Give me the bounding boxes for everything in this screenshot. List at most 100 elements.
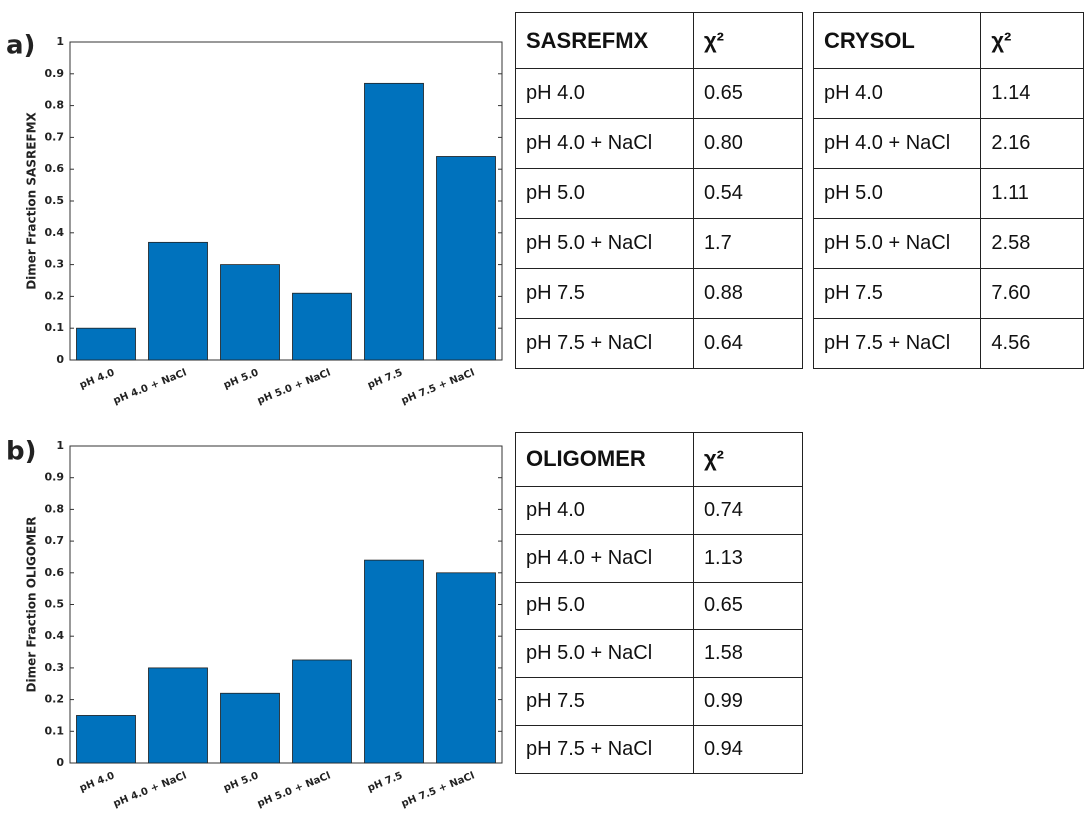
bar (364, 82, 424, 361)
bar (292, 659, 352, 764)
table-row: pH 5.0 + NaCl 2.58 (812, 218, 1084, 270)
x-tick-label: pH 7.5 + NaCl (400, 367, 476, 406)
table-cell: pH 7.5 (515, 268, 694, 319)
bar (220, 692, 280, 764)
table-cell: χ² (980, 11, 1084, 70)
y-tick-label: 0.1 (45, 724, 65, 737)
table-cell: pH 4.0 + NaCl (812, 118, 982, 170)
panel-label: a) (6, 31, 35, 61)
table-cell: 1.11 (980, 168, 1084, 220)
table-cell: pH 7.5 + NaCl (812, 317, 982, 370)
table-row: pH 7.5 7.60 (812, 268, 1084, 319)
table-cell: pH 5.0 (515, 581, 694, 631)
y-tick-label: 0.2 (45, 693, 65, 706)
x-tick-label: pH 7.5 (366, 367, 404, 391)
table-row: pH 5.0 0.54 (515, 168, 804, 220)
table-cell: 0.80 (692, 118, 804, 170)
table-cell: pH 7.5 (812, 268, 982, 319)
table-cell: pH 5.0 (812, 168, 982, 220)
table: CRYSOL χ² pH 4.0 1.14 pH 4.0 + NaCl 2.16 pH 5.… (812, 11, 1084, 370)
bar (292, 292, 352, 361)
table-row: pH 7.5 0.88 (515, 268, 804, 319)
table-cell: 4.56 (980, 317, 1084, 370)
bar (76, 327, 136, 361)
x-tick-label: pH 5.0 + NaCl (256, 770, 332, 809)
table-cell: 1.58 (692, 629, 804, 679)
y-tick-label: 1 (56, 35, 64, 48)
table-cell: 0.88 (692, 268, 804, 319)
table-cell: pH 4.0 (812, 68, 982, 120)
table-row: pH 5.0 + NaCl 1.58 (515, 629, 804, 679)
bar (436, 156, 496, 361)
table-row: pH 4.0 1.14 (812, 68, 1084, 120)
table-cell: pH 5.0 + NaCl (515, 629, 694, 679)
panel-label: b) (6, 437, 37, 467)
table-cell: pH 7.5 + NaCl (515, 317, 694, 370)
table-cell: 0.64 (692, 317, 804, 370)
table-cell: 0.94 (692, 725, 804, 774)
x-tick-label: pH 4.0 + NaCl (112, 770, 188, 809)
y-tick-label: 0.2 (45, 289, 65, 302)
table-cell: 0.54 (692, 168, 804, 220)
table-row: CRYSOL χ² (812, 11, 1084, 70)
y-tick-label: 0.5 (45, 194, 65, 207)
x-tick-label: pH 4.0 (78, 770, 116, 794)
bar (364, 559, 424, 764)
table-cell: 1.14 (980, 68, 1084, 120)
y-tick-label: 0.4 (45, 629, 65, 642)
table-row: OLIGOMER χ² (515, 432, 804, 487)
table-row: pH 7.5 0.99 (515, 677, 804, 727)
y-tick-label: 0.5 (45, 598, 65, 611)
x-tick-label: pH 4.0 (78, 367, 116, 391)
y-axis-label: Dimer Fraction OLIGOMER (25, 517, 39, 693)
y-tick-label: 0.6 (45, 162, 65, 175)
table-cell: 1.7 (692, 218, 804, 270)
table-cell: 2.58 (980, 218, 1084, 270)
table-cell: χ² (692, 11, 804, 70)
table-cell: OLIGOMER (515, 432, 694, 487)
bar (76, 715, 136, 764)
y-tick-label: 0.9 (45, 67, 65, 80)
table-cell: 0.74 (692, 485, 804, 535)
table-cell: pH 4.0 (515, 68, 694, 120)
table-row: pH 4.0 + NaCl 2.16 (812, 118, 1084, 170)
x-tick-label: pH 5.0 + NaCl (256, 367, 332, 406)
table-row: pH 4.0 + NaCl 0.80 (515, 118, 804, 170)
x-tick-label: pH 5.0 (222, 367, 260, 391)
table-cell: pH 7.5 (515, 677, 694, 727)
y-tick-label: 0 (56, 756, 64, 769)
table: SASREFMX χ² pH 4.0 0.65 pH 4.0 + NaCl 0.80 pH … (515, 11, 804, 370)
table-row: pH 4.0 0.65 (515, 68, 804, 120)
y-tick-label: 0.8 (45, 502, 65, 515)
charts: a) b) 0 0.1 0.2 0.3 0.4 0.5 0.6 0.7 0.8 0.9 1 Dimer F… (6, 31, 503, 810)
bar (148, 667, 208, 764)
table-row: pH 5.0 + NaCl 1.7 (515, 218, 804, 270)
y-axis-label: Dimer Fraction SASREFMX (25, 111, 39, 289)
y-tick-label: 0.6 (45, 566, 65, 579)
y-tick-label: 0.3 (45, 258, 65, 271)
y-tick-label: 0.7 (45, 534, 65, 547)
table-cell: 2.16 (980, 118, 1084, 170)
table-cell: 0.65 (692, 68, 804, 120)
bar (436, 572, 496, 764)
bar (220, 264, 280, 361)
table-cell: 0.65 (692, 581, 804, 631)
table-row: pH 5.0 1.11 (812, 168, 1084, 220)
table-cell: SASREFMX (515, 11, 694, 70)
table-row: pH 5.0 0.65 (515, 581, 804, 631)
table-row: pH 7.5 + NaCl 0.64 (515, 317, 804, 370)
x-tick-label: pH 5.0 (222, 770, 260, 794)
table-row: SASREFMX χ² (515, 11, 804, 70)
x-tick-label: pH 7.5 + NaCl (400, 770, 476, 809)
table-row: pH 4.0 + NaCl 1.13 (515, 533, 804, 583)
table-cell: CRYSOL (812, 11, 982, 70)
table-cell: pH 5.0 (515, 168, 694, 220)
table-cell: pH 4.0 + NaCl (515, 118, 694, 170)
table: OLIGOMER χ² pH 4.0 0.74 pH 4.0 + NaCl 1.13 pH … (515, 432, 804, 774)
y-tick-label: 0.3 (45, 661, 65, 674)
y-tick-label: 0.4 (45, 226, 65, 239)
table-row: pH 7.5 + NaCl 0.94 (515, 725, 804, 774)
y-tick-label: 0.1 (45, 321, 65, 334)
bar (148, 241, 208, 361)
